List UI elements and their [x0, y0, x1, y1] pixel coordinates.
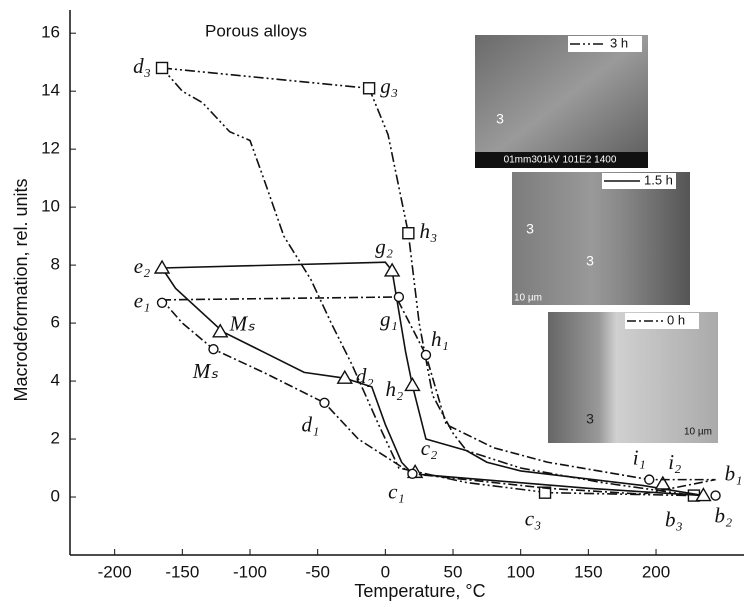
- x-tick-label: -200: [98, 562, 132, 581]
- chart-title: Porous alloys: [205, 21, 307, 40]
- legend-label: 1.5 h: [644, 172, 673, 187]
- x-tick-label: 100: [506, 562, 534, 581]
- marker: [393, 291, 405, 303]
- x-tick-label: 0: [381, 562, 390, 581]
- inset-annotation: 01mm301kV 101E2 1400: [504, 155, 617, 166]
- point-label: d₃: [133, 54, 151, 78]
- point-label: i₂: [668, 450, 681, 474]
- marker: [420, 349, 432, 361]
- point-label: g₃: [380, 74, 398, 98]
- point-label: g₁: [380, 307, 398, 331]
- x-tick-label: -50: [305, 562, 330, 581]
- x-axis-label: Temperature, °C: [354, 581, 485, 601]
- marker: [407, 468, 418, 480]
- marker: [538, 486, 552, 499]
- point-label: c₁: [388, 480, 405, 504]
- x-tick-label: -150: [165, 562, 199, 581]
- legend-label: 3 h: [610, 35, 628, 50]
- marker: [319, 397, 330, 409]
- marker: [155, 61, 169, 75]
- y-tick-label: 6: [51, 313, 60, 332]
- point-label: h₁: [431, 327, 449, 351]
- marker: [383, 262, 401, 277]
- inset-annotation: 3: [496, 111, 504, 127]
- y-tick-label: 4: [51, 371, 60, 390]
- marker: [362, 82, 376, 95]
- point-label: b₃: [665, 507, 683, 531]
- inset-annotation: 3: [526, 221, 534, 237]
- inset-bar: [475, 152, 648, 168]
- point-label: Mₛ: [229, 312, 255, 336]
- inset-annotation: 10 µm: [514, 293, 542, 304]
- legend-label: 0 h: [667, 312, 685, 327]
- marker: [208, 343, 219, 355]
- x-tick-label: 50: [444, 562, 463, 581]
- point-label: d₁: [302, 413, 320, 437]
- marker: [336, 369, 353, 384]
- y-tick-label: 10: [41, 197, 60, 216]
- series-line: [161, 296, 716, 495]
- y-tick-label: 0: [51, 487, 60, 506]
- point-label: b₂: [714, 503, 732, 527]
- inset-annotation: 3: [586, 411, 594, 427]
- point-label: h₂: [386, 377, 404, 401]
- point-label: e₁: [134, 289, 151, 313]
- series-line: [161, 67, 695, 497]
- point-label: h₃: [419, 219, 437, 243]
- y-tick-label: 8: [51, 255, 60, 274]
- x-tick-label: 200: [642, 562, 670, 581]
- marker: [710, 490, 721, 501]
- marker: [153, 259, 171, 274]
- inset-image: [512, 172, 690, 305]
- point-label: b₁: [725, 461, 743, 485]
- marker: [654, 475, 672, 490]
- marker: [212, 323, 229, 338]
- inset-annotation: 10 µm: [684, 427, 712, 438]
- y-tick-label: 12: [41, 139, 60, 158]
- y-tick-label: 16: [41, 23, 60, 42]
- y-tick-label: 14: [41, 81, 60, 100]
- point-label: e₂: [134, 254, 151, 278]
- series-line: [161, 261, 704, 497]
- x-tick-label: 150: [574, 562, 602, 581]
- inset-image: [475, 35, 648, 168]
- marker: [644, 474, 655, 485]
- marker: [404, 377, 421, 392]
- marker: [695, 487, 712, 502]
- point-label: g₂: [375, 235, 393, 259]
- y-axis-label: Macrodeformation, rel. units: [11, 178, 31, 401]
- x-tick-label: -100: [233, 562, 267, 581]
- point-label: i₁: [633, 445, 646, 469]
- point-label: Mₛ: [192, 359, 218, 383]
- point-label: c₃: [525, 506, 542, 530]
- marker: [156, 297, 168, 308]
- y-tick-label: 2: [51, 429, 60, 448]
- inset-image: [548, 312, 718, 443]
- point-label: d₂: [356, 364, 374, 388]
- inset-annotation: 3: [586, 253, 594, 269]
- point-label: c₂: [421, 436, 438, 460]
- legend-box: [568, 36, 642, 52]
- marker: [402, 227, 415, 240]
